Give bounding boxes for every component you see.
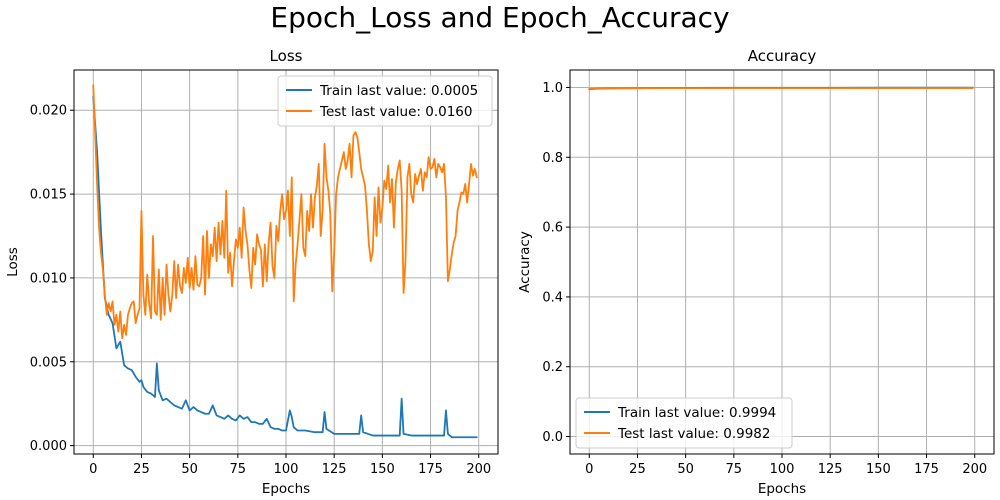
- loss-x-tick-label-7: 175: [418, 462, 443, 477]
- accuracy-ticks: 0 25 50 75 100 125 150 175 200 0.0 0.2 0.4 0.6 0.8 1.0: [542, 81, 987, 477]
- loss-x-tick-label-3: 75: [230, 462, 247, 477]
- accuracy-x-tick-label-8: 200: [962, 462, 987, 477]
- loss-legend-label-0: Train last value: 0.0005: [319, 83, 478, 99]
- loss-x-axis-label: Epochs: [262, 481, 310, 497]
- accuracy-legend-label-0: Train last value: 0.9994: [617, 405, 776, 421]
- accuracy-chart-title: Accuracy: [748, 47, 817, 65]
- loss-y-tick-label-1: 0.005: [30, 355, 67, 370]
- accuracy-x-tick-label-1: 25: [629, 462, 646, 477]
- accuracy-y-axis-label: Accuracy: [517, 231, 533, 293]
- loss-series-line-0: [92, 95, 478, 439]
- accuracy-grid: [570, 70, 994, 454]
- accuracy-x-tick-label-2: 50: [677, 462, 694, 477]
- accuracy-x-tick-label-7: 175: [914, 462, 939, 477]
- loss-x-tick-label-8: 200: [466, 462, 491, 477]
- accuracy-chart: 0 25 50 75 100 125 150 175 200 0.0 0.2 0.4 0.6 0.8 1.0…: [517, 47, 995, 497]
- loss-y-axis-label: Loss: [5, 247, 21, 277]
- accuracy-x-axis-label: Epochs: [758, 481, 806, 497]
- loss-chart-title: Loss: [270, 47, 303, 65]
- accuracy-y-tick-label-4: 0.8: [542, 151, 563, 166]
- loss-x-tick-label-2: 50: [181, 462, 198, 477]
- loss-x-tick-label-6: 150: [370, 462, 395, 477]
- figure-title: Epoch_Loss and Epoch_Accuracy: [270, 1, 729, 34]
- accuracy-y-tick-label-5: 1.0: [542, 81, 563, 96]
- loss-ticks: 0 25 50 75 100 125 150 175 200 0.000 0.005 0.010 0.0…: [30, 104, 491, 477]
- loss-y-tick-label-0: 0.000: [30, 439, 67, 454]
- accuracy-legend-box: [575, 397, 793, 449]
- accuracy-series-line-1: [588, 87, 974, 90]
- loss-y-tick-label-4: 0.020: [30, 104, 67, 119]
- accuracy-legend: Train last value: 0.9994 Test last value:…: [575, 397, 793, 449]
- loss-x-tick-label-1: 25: [133, 462, 150, 477]
- loss-legend-label-1: Test last value: 0.0160: [319, 104, 472, 120]
- accuracy-y-tick-label-0: 0.0: [542, 430, 563, 445]
- loss-x-tick-label-5: 125: [322, 462, 347, 477]
- accuracy-y-tick-label-3: 0.6: [542, 221, 563, 236]
- accuracy-x-tick-label-4: 100: [770, 462, 795, 477]
- loss-legend-box: [277, 75, 493, 127]
- loss-series-line-1: [92, 84, 478, 340]
- accuracy-y-tick-label-2: 0.4: [542, 290, 563, 305]
- loss-x-tick-label-4: 100: [274, 462, 299, 477]
- loss-series: [92, 84, 478, 439]
- accuracy-x-tick-label-6: 150: [866, 462, 891, 477]
- accuracy-x-tick-label-5: 125: [818, 462, 843, 477]
- accuracy-legend-label-1: Test last value: 0.9982: [617, 426, 770, 442]
- accuracy-y-tick-label-1: 0.2: [542, 360, 563, 375]
- loss-chart: 0 25 50 75 100 125 150 175 200 0.000 0.005 0.010 0.0…: [5, 47, 499, 497]
- loss-y-tick-label-2: 0.010: [30, 271, 67, 286]
- loss-x-tick-label-0: 0: [89, 462, 97, 477]
- loss-legend: Train last value: 0.0005 Test last value:…: [277, 75, 493, 127]
- accuracy-series: [588, 86, 974, 91]
- accuracy-x-tick-label-3: 75: [726, 462, 743, 477]
- loss-y-tick-label-3: 0.015: [30, 188, 67, 203]
- loss-grid: [74, 70, 498, 454]
- accuracy-x-tick-label-0: 0: [585, 462, 593, 477]
